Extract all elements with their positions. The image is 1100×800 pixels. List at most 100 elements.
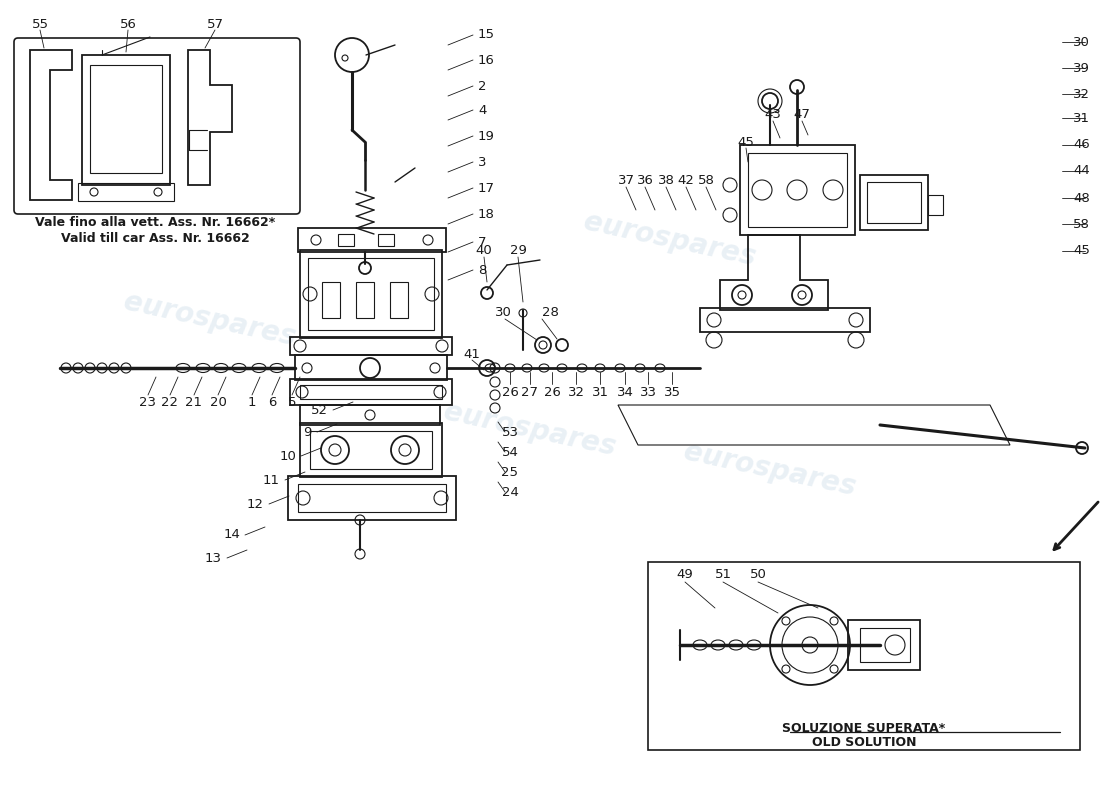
Text: 43: 43 (764, 109, 781, 122)
Text: 41: 41 (463, 349, 481, 362)
Text: 52: 52 (311, 403, 328, 417)
Text: 38: 38 (658, 174, 674, 186)
Text: 57: 57 (207, 18, 223, 31)
Text: 18: 18 (478, 207, 495, 221)
Text: 58: 58 (697, 174, 714, 186)
Bar (300, 423, 442, 477)
Text: 54: 54 (502, 446, 518, 458)
Text: 27: 27 (521, 386, 539, 398)
Bar (740, 145, 855, 235)
Text: 46: 46 (1074, 138, 1090, 151)
Text: Valid till car Ass. Nr. 16662: Valid till car Ass. Nr. 16662 (60, 231, 250, 245)
Text: eurospares: eurospares (681, 438, 859, 502)
Text: 45: 45 (1074, 245, 1090, 258)
Bar (288, 476, 456, 520)
Text: 11: 11 (263, 474, 280, 486)
Text: 1: 1 (248, 395, 256, 409)
Text: Vale fino alla vett. Ass. Nr. 16662*: Vale fino alla vett. Ass. Nr. 16662* (35, 217, 275, 230)
Text: 25: 25 (502, 466, 518, 478)
Text: 42: 42 (678, 174, 694, 186)
Bar (298, 484, 446, 512)
Text: 47: 47 (793, 109, 811, 122)
Text: eurospares: eurospares (441, 398, 618, 462)
Text: 45: 45 (738, 135, 755, 149)
Bar (338, 234, 354, 246)
Bar (700, 308, 870, 332)
Text: 5: 5 (288, 395, 296, 409)
Bar (860, 175, 928, 230)
Text: 19: 19 (478, 130, 495, 142)
Text: 35: 35 (663, 386, 681, 398)
Text: 39: 39 (1074, 62, 1090, 74)
Text: 34: 34 (617, 386, 634, 398)
Text: 15: 15 (478, 29, 495, 42)
Text: 12: 12 (248, 498, 264, 510)
Bar (928, 195, 943, 215)
Text: eurospares: eurospares (121, 288, 299, 352)
Text: 26: 26 (502, 386, 518, 398)
Bar (378, 234, 394, 246)
Bar (356, 282, 374, 318)
Text: 30: 30 (495, 306, 512, 319)
Text: 58: 58 (1074, 218, 1090, 230)
Text: eurospares: eurospares (581, 208, 759, 272)
Text: 14: 14 (223, 529, 240, 542)
Bar (78, 183, 174, 201)
Bar (90, 65, 162, 173)
Text: 6: 6 (267, 395, 276, 409)
Text: 10: 10 (279, 450, 296, 462)
Bar (648, 562, 1080, 750)
Bar (300, 250, 442, 338)
Text: 53: 53 (502, 426, 518, 438)
Text: 28: 28 (542, 306, 559, 319)
Text: 7: 7 (478, 235, 486, 249)
Text: 29: 29 (509, 243, 527, 257)
Text: 33: 33 (639, 386, 657, 398)
Bar (322, 282, 340, 318)
Text: 31: 31 (592, 386, 608, 398)
Bar (82, 55, 170, 185)
Text: 49: 49 (676, 569, 693, 582)
Text: 17: 17 (478, 182, 495, 194)
Text: 56: 56 (120, 18, 136, 31)
Text: 8: 8 (478, 263, 486, 277)
Text: 20: 20 (210, 395, 227, 409)
Bar (748, 153, 847, 227)
Text: 24: 24 (502, 486, 518, 498)
Text: 21: 21 (186, 395, 202, 409)
Text: 37: 37 (617, 174, 635, 186)
Bar (310, 431, 432, 469)
Text: 44: 44 (1074, 165, 1090, 178)
Bar (860, 628, 910, 662)
Bar (290, 379, 452, 405)
Text: 51: 51 (715, 569, 732, 582)
Bar (300, 405, 440, 425)
Text: 31: 31 (1072, 111, 1090, 125)
Text: OLD SOLUTION: OLD SOLUTION (812, 737, 916, 750)
Text: 22: 22 (162, 395, 178, 409)
Bar (867, 182, 921, 223)
Text: 50: 50 (749, 569, 767, 582)
Text: 3: 3 (478, 155, 486, 169)
FancyBboxPatch shape (14, 38, 300, 214)
Text: 48: 48 (1074, 191, 1090, 205)
Text: 32: 32 (568, 386, 584, 398)
Text: 26: 26 (543, 386, 560, 398)
Text: 13: 13 (205, 551, 222, 565)
Text: 32: 32 (1072, 87, 1090, 101)
Bar (298, 228, 446, 252)
Text: 36: 36 (637, 174, 653, 186)
Text: 23: 23 (140, 395, 156, 409)
Bar (295, 355, 447, 380)
Text: 16: 16 (478, 54, 495, 66)
Text: 40: 40 (475, 243, 493, 257)
Text: SOLUZIONE SUPERATA*: SOLUZIONE SUPERATA* (782, 722, 946, 734)
Bar (290, 337, 452, 355)
Text: 55: 55 (32, 18, 48, 31)
Text: 30: 30 (1074, 35, 1090, 49)
Text: 9: 9 (304, 426, 312, 438)
Text: 2: 2 (478, 79, 486, 93)
Text: 4: 4 (478, 103, 486, 117)
Bar (308, 258, 435, 330)
Bar (390, 282, 408, 318)
